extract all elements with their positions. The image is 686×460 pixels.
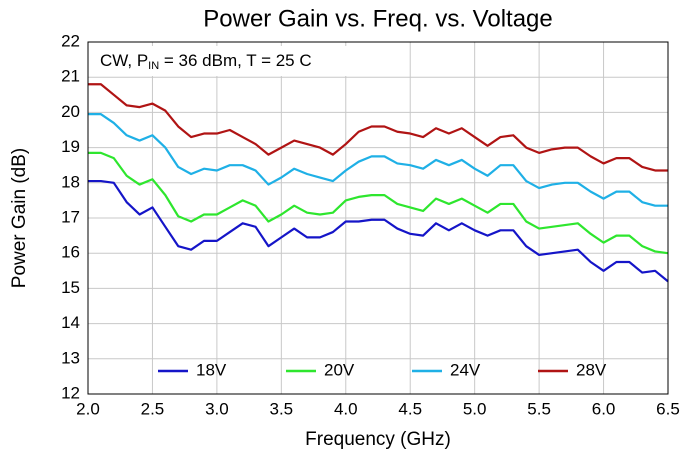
x-tick-label: 3.5 (270, 399, 294, 418)
annotation-text: CW, P (100, 51, 148, 70)
y-tick-label: 12 (61, 383, 80, 402)
legend-label: 18V (196, 360, 227, 379)
chart-title: Power Gain vs. Freq. vs. Voltage (203, 5, 553, 32)
annotation-text: = 36 dBm, T = 25 C (159, 51, 311, 70)
x-tick-label: 5.5 (527, 399, 551, 418)
y-tick-label: 20 (61, 102, 80, 121)
y-tick-label: 22 (61, 31, 80, 50)
legend-label: 20V (324, 360, 355, 379)
y-tick-label: 14 (61, 313, 80, 332)
x-tick-label: 6.0 (592, 399, 616, 418)
series-line (88, 179, 669, 283)
x-tick-label: 2.5 (141, 399, 165, 418)
y-axis-label: Power Gain (dB) (9, 148, 30, 288)
x-tick-label: 4.5 (398, 399, 422, 418)
plot-border (87, 41, 669, 395)
annotation-box (92, 46, 398, 76)
y-tick-label: 15 (61, 278, 80, 297)
y-tick-label: 21 (61, 67, 80, 86)
y-tick-label: 18 (61, 172, 80, 191)
x-tick-label: 4.0 (334, 399, 358, 418)
x-axis-label: Frequency (GHz) (305, 429, 451, 450)
legend-label: 24V (450, 360, 481, 379)
y-tick-label: 13 (61, 348, 80, 367)
series-line (88, 83, 668, 172)
y-tick-label: 16 (61, 243, 80, 262)
annotation-subscript: IN (148, 60, 159, 72)
series-line (88, 151, 669, 255)
y-tick-label: 17 (61, 207, 80, 226)
annotation: CW, PIN = 36 dBm, T = 25 C (100, 51, 312, 71)
x-tick-label: 2.0 (76, 399, 100, 418)
series-line (88, 113, 668, 207)
x-tick-label: 3.0 (205, 399, 229, 418)
y-tick-label: 19 (61, 137, 80, 156)
legend-label: 28V (576, 360, 607, 379)
x-tick-label: 6.5 (656, 399, 680, 418)
x-tick-label: 5.0 (463, 399, 487, 418)
